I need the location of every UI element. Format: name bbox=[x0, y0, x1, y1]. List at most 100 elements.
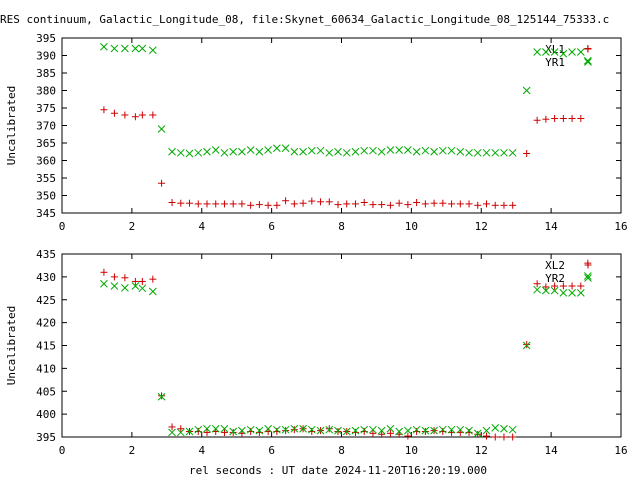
data-point-yr1 bbox=[473, 148, 482, 157]
data-point-xl1 bbox=[264, 201, 272, 209]
x-tick-label: 2 bbox=[129, 220, 136, 233]
data-point-yr1 bbox=[316, 146, 325, 155]
data-point-yr2 bbox=[148, 287, 157, 296]
data-point-xl1 bbox=[533, 116, 541, 124]
data-point-xl1 bbox=[474, 201, 482, 209]
x-tick-label: 2 bbox=[129, 444, 136, 457]
data-point-xl1 bbox=[577, 115, 585, 122]
data-point-yr2 bbox=[176, 428, 185, 437]
data-point-xl1 bbox=[430, 199, 438, 207]
data-point-yr2 bbox=[238, 426, 246, 435]
data-point-yr2 bbox=[568, 289, 576, 297]
data-point-yr2 bbox=[351, 426, 360, 435]
x-tick-label: 10 bbox=[405, 220, 418, 233]
data-point-xl1 bbox=[238, 200, 246, 208]
y-tick-label: 410 bbox=[36, 362, 56, 375]
data-point-yr1 bbox=[395, 146, 404, 154]
data-point-xl1 bbox=[369, 201, 377, 209]
data-point-yr2 bbox=[194, 425, 203, 434]
data-point-yr1 bbox=[430, 147, 438, 156]
data-point-xl1 bbox=[299, 199, 307, 207]
data-point-xl1 bbox=[343, 200, 351, 208]
data-point-xl2 bbox=[404, 432, 412, 440]
data-point-yr1 bbox=[131, 44, 140, 53]
data-point-xl1 bbox=[500, 201, 508, 209]
data-point-xl1 bbox=[568, 115, 576, 122]
legend-label-yr1: YR1 bbox=[545, 56, 565, 69]
data-point-xl2 bbox=[378, 430, 386, 438]
data-point-xl1 bbox=[378, 201, 386, 209]
x-tick-label: 12 bbox=[475, 444, 488, 457]
plot-frame bbox=[61, 37, 622, 214]
data-point-yr2 bbox=[168, 428, 176, 437]
data-point-yr1 bbox=[377, 147, 386, 156]
data-point-xl1 bbox=[220, 200, 228, 208]
data-point-xl2 bbox=[491, 433, 499, 441]
data-point-xl2 bbox=[509, 433, 517, 441]
data-point-yr1 bbox=[203, 147, 211, 156]
data-point-yr2 bbox=[185, 427, 194, 436]
data-point-xl2 bbox=[559, 282, 567, 290]
data-point-yr1 bbox=[264, 146, 272, 154]
data-point-yr2 bbox=[482, 426, 491, 435]
y-tick-label: 350 bbox=[36, 190, 56, 203]
data-point-yr2 bbox=[157, 392, 166, 401]
data-point-xl2 bbox=[177, 425, 185, 433]
data-point-yr1 bbox=[568, 48, 576, 56]
y-tick-label: 435 bbox=[36, 248, 56, 261]
data-point-xl2 bbox=[138, 277, 146, 285]
data-point-xl1 bbox=[421, 200, 429, 208]
data-point-xl2 bbox=[290, 426, 298, 434]
data-point-yr1 bbox=[456, 147, 465, 156]
data-point-yr2 bbox=[299, 424, 307, 433]
data-point-xl2 bbox=[568, 282, 576, 290]
data-point-yr2 bbox=[500, 424, 508, 433]
data-point-yr2 bbox=[491, 423, 500, 432]
data-point-xl1 bbox=[121, 111, 129, 119]
data-point-yr1 bbox=[550, 48, 559, 56]
data-point-xl2 bbox=[421, 428, 429, 436]
data-point-xl2 bbox=[229, 428, 237, 436]
data-point-xl1 bbox=[317, 198, 325, 206]
y-tick-label: 425 bbox=[36, 294, 56, 307]
data-point-yr2 bbox=[273, 425, 281, 434]
data-point-yr1 bbox=[342, 148, 351, 157]
data-point-yr1 bbox=[583, 56, 592, 65]
data-point-yr1 bbox=[281, 144, 290, 153]
data-point-yr1 bbox=[238, 147, 246, 156]
data-point-yr1 bbox=[421, 146, 430, 155]
legend-marker-xl1 bbox=[584, 45, 592, 53]
data-point-yr2 bbox=[447, 425, 456, 434]
data-point-yr2 bbox=[203, 424, 211, 433]
data-point-yr2 bbox=[360, 425, 369, 434]
chart-title: RES continuum, Galactic_Longitude_08, fi… bbox=[0, 13, 609, 26]
y-tick-label: 375 bbox=[36, 102, 56, 115]
data-point-yr2 bbox=[377, 426, 386, 435]
data-point-xl2 bbox=[158, 392, 166, 400]
bottom-panel: 0 2 4 6 8 10 12 14 16 395 400 405 410 415 420 425 430 435… bbox=[5, 248, 628, 457]
x-tick-label: 0 bbox=[59, 444, 66, 457]
x-tick-label: 6 bbox=[268, 220, 275, 233]
data-point-xl2 bbox=[386, 429, 394, 437]
data-point-yr1 bbox=[369, 146, 377, 155]
data-point-xl1 bbox=[131, 113, 139, 121]
x-tick-label: 14 bbox=[545, 220, 559, 233]
data-point-yr2 bbox=[131, 282, 140, 290]
data-point-xl1 bbox=[177, 199, 185, 207]
data-point-yr2 bbox=[100, 279, 108, 288]
data-point-xl2 bbox=[500, 433, 508, 441]
data-point-xl1 bbox=[491, 201, 499, 209]
data-point-yr1 bbox=[508, 148, 517, 157]
data-point-xl1 bbox=[186, 199, 194, 207]
data-point-yr1 bbox=[121, 44, 129, 53]
data-point-yr1 bbox=[447, 146, 456, 155]
data-point-xl1 bbox=[334, 201, 342, 209]
data-point-xl1 bbox=[168, 199, 176, 206]
x-axis-label: rel seconds : UT date 2024-11-20T16:20:1… bbox=[189, 464, 487, 477]
data-point-yr1 bbox=[255, 147, 264, 156]
top-panel: 0 2 4 6 8 10 12 14 16 345 350 355 360 365 370 375 380 385… bbox=[5, 32, 628, 233]
data-point-yr1 bbox=[176, 148, 185, 157]
y-axis-label: Uncalibrated bbox=[5, 306, 18, 385]
data-point-yr1 bbox=[157, 125, 166, 133]
data-point-yr2 bbox=[456, 425, 465, 434]
